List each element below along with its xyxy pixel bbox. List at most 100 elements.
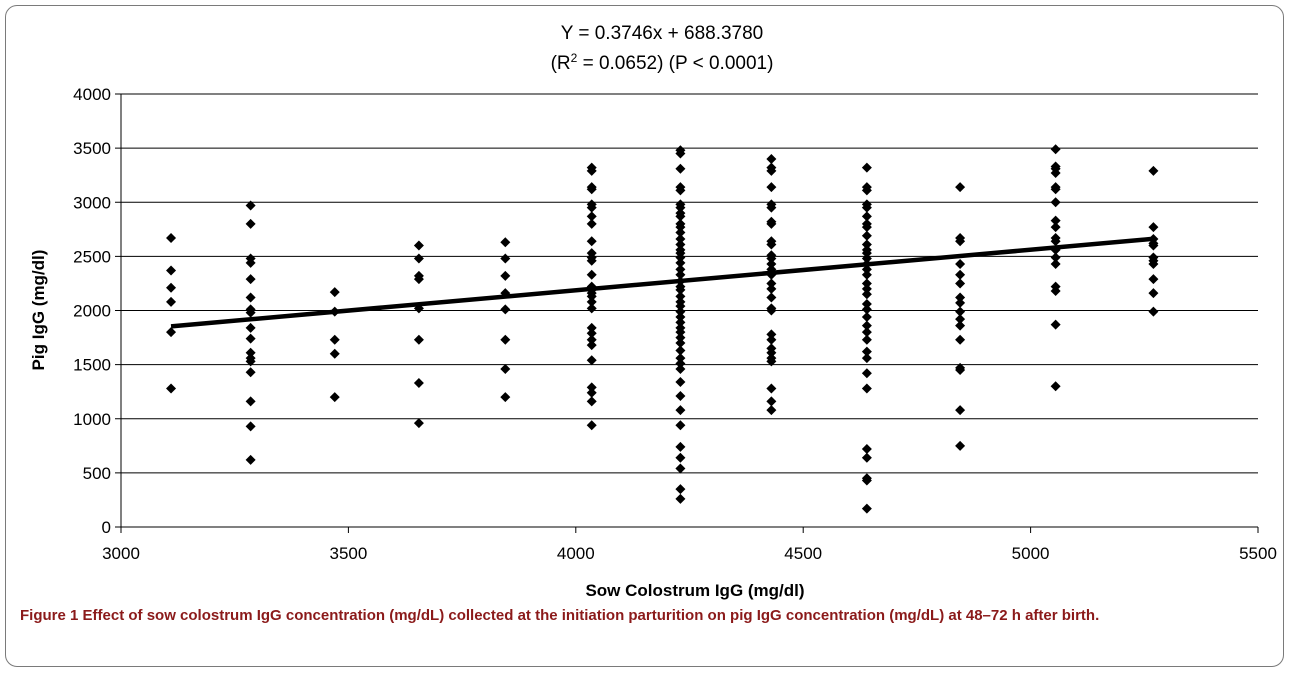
data-point	[586, 303, 597, 314]
data-point	[675, 257, 686, 268]
data-point	[1148, 240, 1159, 251]
data-point	[861, 202, 872, 213]
data-point	[955, 334, 966, 345]
data-point	[766, 218, 777, 229]
data-point	[500, 270, 511, 281]
chart-subtitle: (R2 = 0.0652) (P < 0.0001)	[551, 51, 774, 74]
data-point	[861, 383, 872, 394]
data-point	[329, 334, 340, 345]
scatter-chart: Y = 0.3746x + 688.3780 (R2 = 0.0652) (P …	[29, 23, 1277, 600]
data-point	[1050, 381, 1061, 392]
tick-labels: 0 500 1000 1500 2000 2500 3000 3500 4000 3000 3500…	[73, 85, 1277, 563]
data-point	[766, 165, 777, 176]
data-point	[766, 283, 777, 294]
data-point	[675, 463, 686, 474]
data-point	[675, 148, 686, 159]
data-point	[861, 311, 872, 322]
data-point	[766, 278, 777, 289]
data-point	[861, 185, 872, 196]
data-point	[861, 368, 872, 379]
data-point	[861, 253, 872, 264]
y-tick-label: 1000	[73, 410, 111, 429]
data-point	[675, 222, 686, 233]
data-point	[766, 292, 777, 303]
data-point	[955, 269, 966, 280]
data-point	[413, 378, 424, 389]
data-point	[245, 218, 256, 229]
data-point	[861, 211, 872, 222]
data-point	[586, 255, 597, 266]
data-point	[675, 420, 686, 431]
data-point	[861, 475, 872, 486]
data-point	[245, 200, 256, 211]
data-point	[955, 405, 966, 416]
data-point	[1050, 319, 1061, 330]
data-point	[766, 258, 777, 269]
data-point	[766, 334, 777, 345]
data-point	[861, 304, 872, 315]
data-point	[955, 292, 966, 303]
y-tick-label: 3000	[73, 193, 111, 212]
data-point	[675, 239, 686, 250]
data-point	[500, 304, 511, 315]
data-point	[675, 301, 686, 312]
gridlines	[121, 93, 1258, 474]
data-point	[500, 392, 511, 403]
data-point	[955, 182, 966, 193]
data-point	[413, 334, 424, 345]
data-point	[166, 327, 177, 338]
x-axis-title: Sow Colostrum IgG (mg/dl)	[585, 581, 804, 600]
y-tick-label: 1500	[73, 356, 111, 375]
data-point	[861, 503, 872, 514]
data-point	[1050, 222, 1061, 233]
data-point	[586, 420, 597, 431]
data-point	[413, 253, 424, 264]
data-points	[166, 144, 1159, 514]
data-point	[861, 452, 872, 463]
data-point	[675, 317, 686, 328]
data-point	[955, 297, 966, 308]
data-point	[166, 265, 177, 276]
data-point	[675, 353, 686, 364]
subtitle-rest: = 0.0652) (P < 0.0001)	[577, 53, 773, 74]
data-point	[586, 340, 597, 351]
data-point	[586, 396, 597, 407]
y-tick-label: 500	[83, 464, 111, 483]
y-tick-label: 3500	[73, 139, 111, 158]
data-point	[413, 274, 424, 285]
figure-frame	[5, 5, 1284, 667]
data-point	[586, 269, 597, 280]
data-point	[586, 211, 597, 222]
data-point	[861, 444, 872, 455]
data-point	[245, 347, 256, 358]
data-point	[675, 202, 686, 213]
data-point	[766, 329, 777, 340]
data-point	[675, 376, 686, 387]
figure-caption: Figure 1 Effect of sow colostrum IgG con…	[20, 604, 1270, 627]
x-tick-label: 3000	[102, 544, 140, 563]
data-point	[245, 292, 256, 303]
data-point	[955, 314, 966, 325]
data-point	[675, 311, 686, 322]
data-point	[955, 365, 966, 376]
y-tick-label: 2500	[73, 247, 111, 266]
data-point	[861, 278, 872, 289]
data-point	[766, 383, 777, 394]
data-point	[166, 282, 177, 293]
axes	[115, 93, 1259, 533]
trendline-group	[170, 236, 1154, 329]
data-point	[245, 322, 256, 333]
data-point	[766, 347, 777, 358]
data-point	[766, 253, 777, 264]
data-point	[500, 237, 511, 248]
data-point	[1148, 222, 1159, 233]
data-point	[1148, 258, 1159, 269]
data-point	[675, 391, 686, 402]
data-point	[586, 291, 597, 302]
y-tick-label: 0	[102, 518, 111, 537]
caption-label: Figure 1	[20, 607, 79, 624]
data-point	[766, 396, 777, 407]
data-point	[675, 345, 686, 356]
data-point	[586, 387, 597, 398]
data-point	[166, 232, 177, 243]
